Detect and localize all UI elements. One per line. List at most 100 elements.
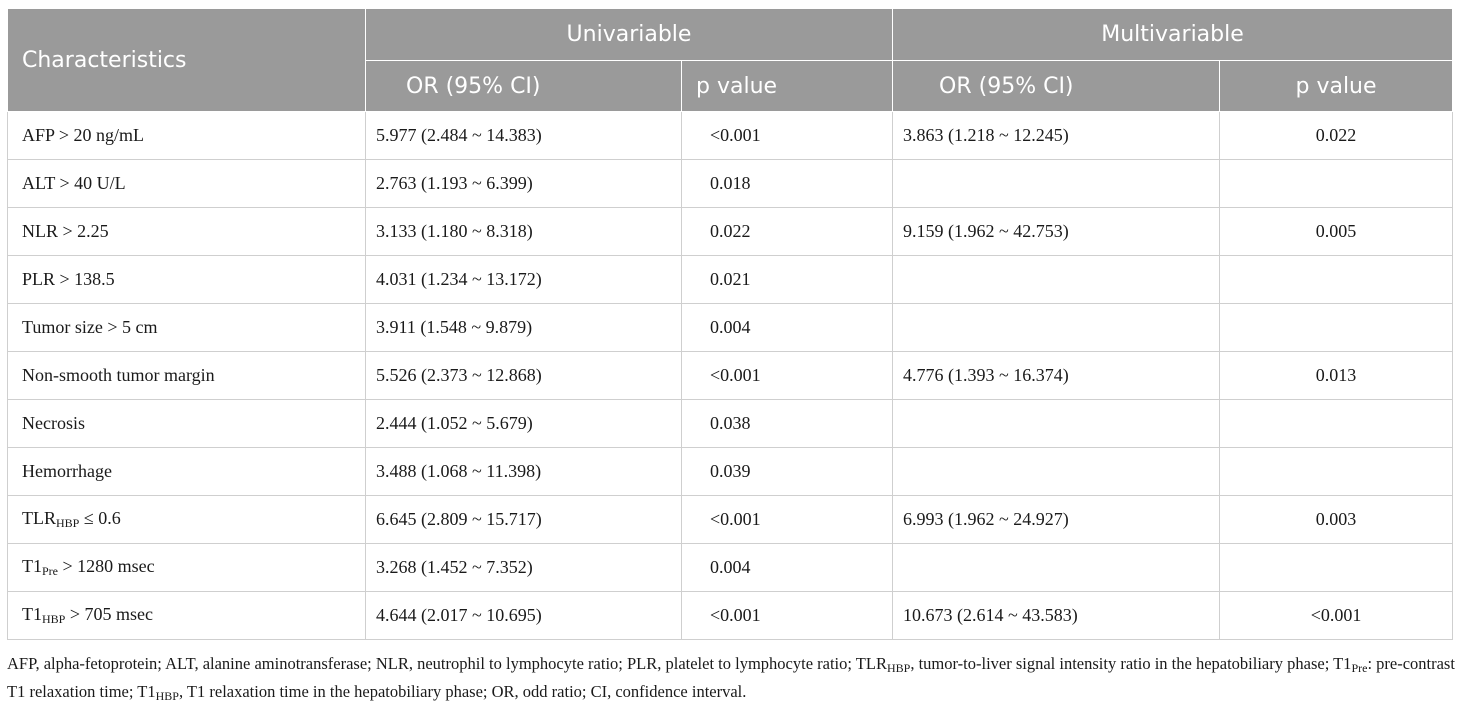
cell-multivariable-or: [892, 303, 1221, 352]
cell-multivariable-p: [1219, 543, 1454, 592]
characteristic-label: NLR > 2.25: [22, 221, 109, 241]
footnote-sub-3: HBP: [155, 689, 179, 703]
cell-univariable-or: 2.763 (1.193 ~ 6.399): [365, 159, 682, 208]
table-row: Tumor size > 5 cm 3.911 (1.548 ~ 9.879) 0.…: [7, 303, 1454, 352]
cell-univariable-or: 3.133 (1.180 ~ 8.318): [365, 207, 682, 256]
table-row: T1HBP > 705 msec 4.644 (2.017 ~ 10.695) <0…: [7, 591, 1454, 640]
cell-multivariable-or: 10.673 (2.614 ~ 43.583): [892, 591, 1221, 640]
cell-multivariable-p: [1219, 159, 1454, 208]
cell-multivariable-or: [892, 399, 1221, 448]
header-multi-or-ci: OR (95% CI): [892, 60, 1221, 112]
cell-univariable-or: 3.488 (1.068 ~ 11.398): [365, 447, 682, 496]
cell-multivariable-p: [1219, 399, 1454, 448]
cell-characteristic: TLRHBP ≤ 0.6: [7, 495, 366, 544]
characteristic-threshold: > 1280 msec: [58, 556, 155, 576]
cell-multivariable-or: [892, 255, 1221, 304]
cell-univariable-p: 0.039: [680, 447, 894, 496]
cell-univariable-p: <0.001: [680, 351, 894, 400]
cell-multivariable-p: 0.005: [1219, 207, 1454, 256]
characteristic-subscript: Pre: [42, 564, 58, 578]
header-characteristics: Characteristics: [7, 8, 366, 112]
footnote-text-2: , tumor-to-liver signal intensity ratio …: [910, 654, 1352, 673]
footnote-sub-1: HBP: [886, 661, 911, 675]
cell-characteristic: NLR > 2.25: [7, 207, 366, 256]
table-footnote: AFP, alpha-fetoprotein; ALT, alanine ami…: [7, 652, 1455, 708]
characteristic-subscript: HBP: [56, 516, 80, 530]
cell-characteristic: AFP > 20 ng/mL: [7, 111, 366, 160]
cell-univariable-p: 0.038: [680, 399, 894, 448]
cell-univariable-or: 3.268 (1.452 ~ 7.352): [365, 543, 682, 592]
table-row: Non-smooth tumor margin 5.526 (2.373 ~ 12…: [7, 351, 1454, 400]
header-uni-p-value: p value: [680, 60, 894, 112]
table-row: AFP > 20 ng/mL 5.977 (2.484 ~ 14.383) <0.0…: [7, 111, 1454, 160]
cell-univariable-p: 0.004: [680, 543, 894, 592]
cell-multivariable-or: [892, 543, 1221, 592]
footnote-text-3: : pre-contrast T1 relaxation time; T1: [7, 654, 1455, 701]
characteristic-label: AFP > 20 ng/mL: [22, 125, 145, 145]
table-row: ALT > 40 U/L 2.763 (1.193 ~ 6.399) 0.018: [7, 159, 1454, 208]
cell-univariable-p: <0.001: [680, 111, 894, 160]
table-row: NLR > 2.25 3.133 (1.180 ~ 8.318) 0.022 9.15…: [7, 207, 1454, 256]
characteristic-label: Necrosis: [22, 413, 85, 433]
footnote-text-1: AFP, alpha-fetoprotein; ALT, alanine ami…: [7, 654, 887, 673]
characteristic-threshold: ≤ 0.6: [79, 508, 121, 528]
cell-univariable-or: 4.644 (2.017 ~ 10.695): [365, 591, 682, 640]
characteristic-label: Tumor size > 5 cm: [22, 317, 158, 337]
characteristic-label: Non-smooth tumor margin: [22, 365, 215, 385]
cell-univariable-or: 6.645 (2.809 ~ 15.717): [365, 495, 682, 544]
cell-multivariable-or: [892, 159, 1221, 208]
cell-univariable-p: 0.004: [680, 303, 894, 352]
cell-characteristic: Necrosis: [7, 399, 366, 448]
cell-multivariable-or: 6.993 (1.962 ~ 24.927): [892, 495, 1221, 544]
cell-multivariable-p: [1219, 255, 1454, 304]
cell-univariable-or: 5.977 (2.484 ~ 14.383): [365, 111, 682, 160]
header-row-subcolumns: OR (95% CI) p value OR (95% CI) p value: [8, 60, 1454, 112]
characteristic-label: TLR: [22, 508, 56, 528]
cell-characteristic: Tumor size > 5 cm: [7, 303, 366, 352]
header-uni-or-ci: OR (95% CI): [365, 60, 682, 112]
table-header: Characteristics Univariable Multivariabl…: [7, 8, 1454, 112]
header-multi-p-value: p value: [1219, 60, 1454, 112]
table-row: TLRHBP ≤ 0.6 6.645 (2.809 ~ 15.717) <0.001…: [7, 495, 1454, 544]
table-row: T1Pre > 1280 msec 3.268 (1.452 ~ 7.352) 0.…: [7, 543, 1454, 592]
cell-multivariable-p: <0.001: [1219, 591, 1454, 640]
cell-univariable-p: <0.001: [680, 495, 894, 544]
characteristic-label: PLR > 138.5: [22, 269, 115, 289]
cell-characteristic: Hemorrhage: [7, 447, 366, 496]
footnote-text-4: , T1 relaxation time in the hepatobiliar…: [178, 682, 747, 701]
cell-multivariable-p: 0.022: [1219, 111, 1454, 160]
cell-multivariable-p: [1219, 447, 1454, 496]
characteristic-threshold: > 705 msec: [65, 604, 153, 624]
cell-multivariable-p: 0.013: [1219, 351, 1454, 400]
cell-univariable-p: 0.018: [680, 159, 894, 208]
cell-univariable-or: 4.031 (1.234 ~ 13.172): [365, 255, 682, 304]
cell-multivariable-or: 4.776 (1.393 ~ 16.374): [892, 351, 1221, 400]
cell-multivariable-p: [1219, 303, 1454, 352]
header-multivariable: Multivariable: [892, 8, 1454, 61]
table-row: Hemorrhage 3.488 (1.068 ~ 11.398) 0.039: [7, 447, 1454, 496]
characteristic-label: T1: [22, 556, 42, 576]
cell-characteristic: ALT > 40 U/L: [7, 159, 366, 208]
footnote-sub-2: Pre: [1351, 661, 1368, 675]
cell-characteristic: PLR > 138.5: [7, 255, 366, 304]
cell-multivariable-or: 9.159 (1.962 ~ 42.753): [892, 207, 1221, 256]
cell-univariable-or: 5.526 (2.373 ~ 12.868): [365, 351, 682, 400]
cell-univariable-p: 0.022: [680, 207, 894, 256]
characteristic-label: T1: [22, 604, 42, 624]
cell-univariable-or: 3.911 (1.548 ~ 9.879): [365, 303, 682, 352]
cell-multivariable-or: 3.863 (1.218 ~ 12.245): [892, 111, 1221, 160]
table-row: Necrosis 2.444 (1.052 ~ 5.679) 0.038: [7, 399, 1454, 448]
header-row-groups: Characteristics Univariable Multivariabl…: [7, 8, 1454, 112]
table-body: AFP > 20 ng/mL 5.977 (2.484 ~ 14.383) <0.0…: [7, 111, 1454, 640]
cell-univariable-or: 2.444 (1.052 ~ 5.679): [365, 399, 682, 448]
cell-multivariable-p: 0.003: [1219, 495, 1454, 544]
cell-multivariable-or: [892, 447, 1221, 496]
characteristic-subscript: HBP: [42, 612, 66, 626]
cell-univariable-p: 0.021: [680, 255, 894, 304]
cell-characteristic: Non-smooth tumor margin: [7, 351, 366, 400]
regression-table: Characteristics Univariable Multivariabl…: [7, 8, 1454, 640]
cell-univariable-p: <0.001: [680, 591, 894, 640]
cell-characteristic: T1Pre > 1280 msec: [7, 543, 366, 592]
cell-characteristic: T1HBP > 705 msec: [7, 591, 366, 640]
table-row: PLR > 138.5 4.031 (1.234 ~ 13.172) 0.021: [7, 255, 1454, 304]
